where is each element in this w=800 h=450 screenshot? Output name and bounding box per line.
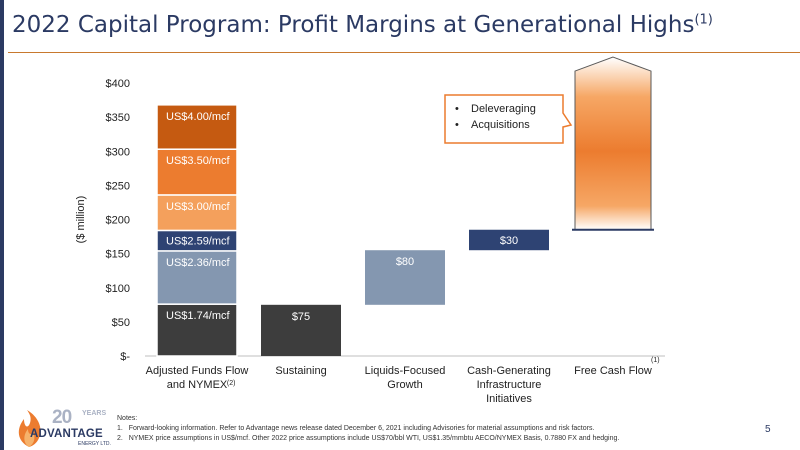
x-category-label: Growth: [387, 379, 422, 391]
x-category-label: Initiatives: [486, 393, 532, 405]
x-category-footnote-ref: (2): [227, 380, 236, 387]
y-tick-label: $200: [106, 215, 130, 227]
free-cash-flow-arrow: [574, 56, 652, 231]
waterfall-bar-label: $80: [396, 256, 414, 268]
logo-years-number: 20: [52, 407, 72, 428]
stack-segment-label: US$3.00/mcf: [166, 201, 231, 213]
x-category-label: Adjusted Funds Flow: [146, 365, 249, 377]
note-1-text: Forward-looking information. Refer to Ad…: [128, 425, 595, 432]
stack-segment-label: US$1.74/mcf: [166, 310, 231, 322]
waterfall-bar: [261, 304, 341, 356]
note-2-text: NYMEX price assumptions in US$/mcf. Othe…: [128, 435, 620, 442]
notes-heading: Notes:: [117, 415, 138, 422]
note-1: 1. Forward-looking information. Refer to…: [117, 424, 757, 434]
x-category-label: Infrastructure: [477, 379, 542, 391]
stack-segment-label: US$3.50/mcf: [166, 155, 231, 167]
title-text: 2022 Capital Program: Profit Margins at …: [12, 12, 695, 38]
note-2-num: 2.: [117, 435, 123, 442]
callout-bullet: •: [455, 103, 459, 115]
left-accent-rule: [0, 0, 4, 450]
callout-box: [444, 94, 573, 144]
logo-brand: ADVANTAGE: [30, 428, 103, 440]
x-category-footnote-ref: (1): [651, 357, 660, 364]
stack-segment-label: US$2.36/mcf: [166, 257, 231, 269]
y-tick-label: $350: [106, 112, 130, 124]
company-logo: 20 YEARS ADVANTAGE ENERGY LTD.: [8, 407, 118, 449]
callout-item: Acquisitions: [471, 119, 530, 131]
y-tick-label: $300: [106, 146, 130, 158]
page-number: 5: [765, 424, 771, 435]
y-tick-label: $400: [106, 78, 130, 90]
x-category-label: Free Cash Flow: [574, 365, 652, 377]
callout-item: Deleveraging: [471, 103, 536, 115]
waterfall-bar: [469, 229, 549, 251]
waterfall-bar-label: $75: [292, 311, 310, 323]
stack-segment: [156, 250, 238, 305]
note-2: 2. NYMEX price assumptions in US$/mcf. O…: [117, 434, 757, 444]
waterfall-bar: [365, 250, 445, 305]
logo-subtitle: ENERGY LTD.: [78, 441, 111, 447]
title-footnote-ref: (1): [694, 12, 713, 28]
y-tick-label: $100: [106, 283, 130, 295]
stack-segment-label: US$4.00/mcf: [166, 111, 231, 123]
callout-bullet: •: [455, 119, 459, 131]
waterfall-bar-label: $30: [500, 235, 518, 247]
note-1-num: 1.: [117, 425, 123, 432]
y-tick-label: $50: [112, 317, 130, 329]
title-divider: [8, 52, 800, 53]
flame-icon: [18, 410, 41, 447]
x-category-label: Liquids-Focused: [365, 365, 446, 377]
y-axis-label: ($ million): [75, 196, 87, 244]
page-title: 2022 Capital Program: Profit Margins at …: [12, 12, 713, 38]
waterfall-chart: $- $50 $100 $150 $200 $250 $300 $350 $400 ($ mill…: [75, 56, 665, 405]
stack-segment-label: US$2.59/mcf: [166, 236, 231, 248]
x-category-label: and NYMEX: [167, 379, 228, 391]
x-category-label: Cash-Generating: [467, 365, 551, 377]
y-tick-label: $150: [106, 249, 130, 261]
y-tick-label: $-: [120, 351, 130, 363]
stack-segment: [156, 104, 238, 150]
logo-years-label: YEARS: [82, 410, 107, 417]
footnotes: Notes: 1. Forward-looking information. R…: [117, 414, 757, 444]
y-tick-label: $250: [106, 180, 130, 192]
x-category-label: Sustaining: [275, 365, 326, 377]
